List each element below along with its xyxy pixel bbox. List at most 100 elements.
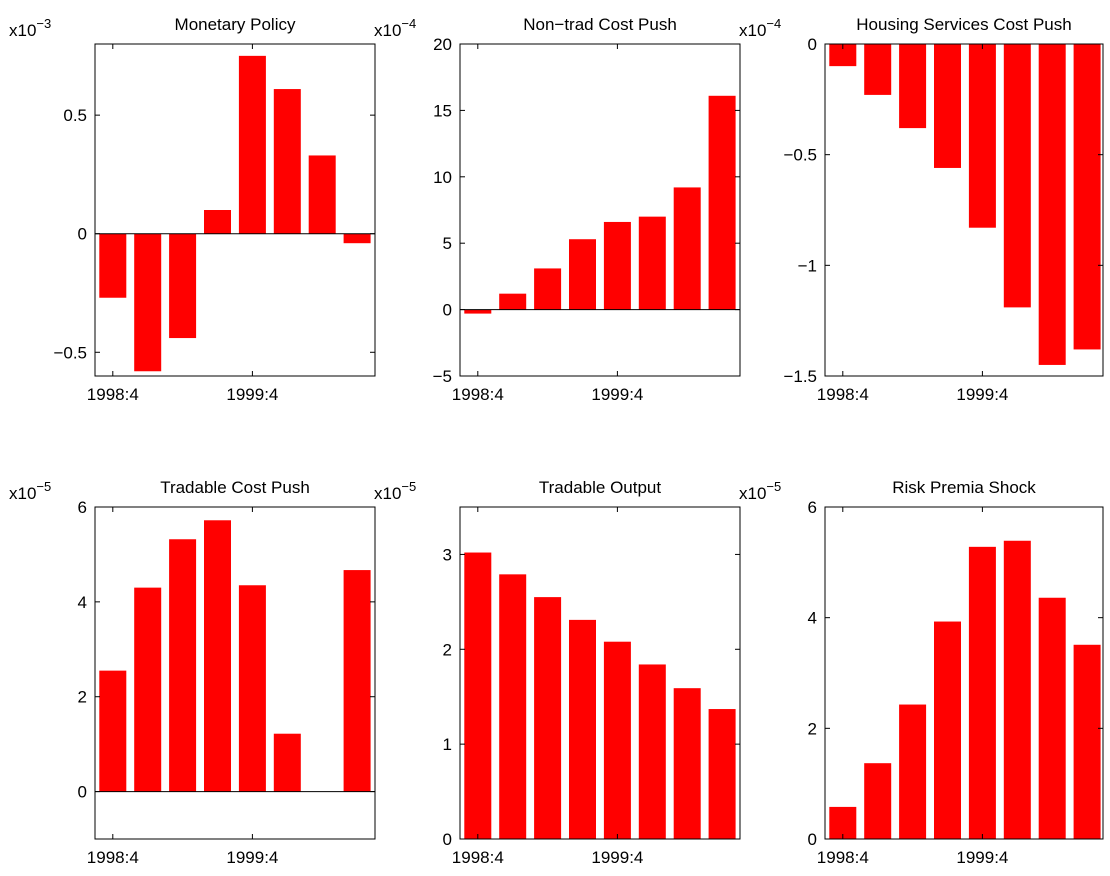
bar-1999-2 [169,539,197,792]
ytick-label: 2 [808,719,817,738]
plot-frame [459,506,741,840]
bar-1998-4 [464,552,492,839]
plot-frame [459,43,741,377]
ytick-label: −0.5 [53,343,87,362]
axis-multiplier: x10−5 [374,479,416,503]
axis-multiplier: x10−5 [9,479,51,503]
bar-1999-1 [499,293,527,310]
bar-2000-3 [343,570,371,792]
bar-1999-4 [238,55,266,234]
ytick-label: 0.5 [63,106,87,125]
bar-2000-2 [673,688,701,839]
bar-1999-3 [934,621,961,839]
plot-frame [824,506,1104,840]
bar-1999-3 [934,44,961,168]
ytick-label: 0 [443,830,452,849]
ytick-label: 0 [808,830,817,849]
bar-2000-1 [638,664,666,839]
bar-2000-1 [273,733,301,792]
bar-2000-3 [1073,644,1101,839]
ytick-label: 0 [78,783,87,802]
ytick-label: 2 [443,640,452,659]
bar-1999-1 [134,587,162,792]
bar-2000-1 [1003,44,1031,308]
plot-frame [824,43,1104,377]
ytick-label: −5 [433,367,452,386]
bar-2000-3 [343,233,371,244]
xtick-label: 1999:4 [956,848,1008,867]
bar-1999-4 [603,641,631,839]
ytick-label: 0 [443,301,452,320]
ytick-label: 1 [443,735,452,754]
bar-2000-2 [1038,597,1066,839]
chart-panel: −1.5 −1 −0.5 0 1998:4 1999:4 Housing Services … [739,15,1104,404]
ytick-label: −1.5 [783,367,817,386]
plot-frame [94,43,376,377]
bar-1998-4 [99,233,127,298]
xtick-label: 1999:4 [226,385,278,404]
axis-multiplier: x10−3 [9,16,51,40]
ytick-label: 6 [78,498,87,517]
xtick-label: 1999:4 [956,385,1008,404]
bar-2000-1 [1003,540,1031,839]
bar-1999-4 [968,546,996,839]
chart-panel: 0 1 2 3 1998:4 1999:4 Tradable Output x10−5 [374,478,741,867]
ytick-label: −1 [798,256,817,275]
ytick-label: 0 [808,35,817,54]
xtick-label: 1998:4 [817,848,869,867]
xtick-label: 1998:4 [452,385,504,404]
bar-2000-3 [708,709,736,839]
bar-2000-2 [1038,44,1066,365]
bar-1999-2 [169,233,197,339]
plot-frame [94,506,376,840]
ytick-label: 4 [808,609,817,628]
bar-1999-4 [238,585,266,792]
bar-2000-3 [708,95,736,310]
chart-title: Monetary Policy [175,15,296,34]
chart-title: Tradable Cost Push [160,478,310,497]
ytick-label: 3 [443,545,452,564]
ytick-label: 2 [78,688,87,707]
xtick-label: 1999:4 [591,848,643,867]
bar-2000-2 [308,155,336,234]
xtick-label: 1999:4 [591,385,643,404]
bar-1998-4 [829,806,857,839]
bar-1999-4 [968,44,996,228]
bar-1998-4 [464,309,492,314]
bar-2000-1 [638,216,666,310]
bar-1999-3 [204,520,231,792]
bar-1998-4 [99,670,127,792]
chart-title: Tradable Output [539,478,661,497]
xtick-label: 1998:4 [452,848,504,867]
bar-1999-2 [534,268,562,310]
bar-1999-1 [864,763,892,839]
xtick-label: 1998:4 [817,385,869,404]
bar-1999-1 [499,574,527,839]
ytick-label: −0.5 [783,146,817,165]
bar-1999-2 [899,704,927,839]
bar-1999-1 [864,44,892,95]
chart-panel: 0 2 4 6 1998:4 1999:4 Risk Premia Shock x10−5 [739,478,1104,867]
axis-multiplier: x10−4 [739,16,781,40]
chart-title: Housing Services Cost Push [856,15,1071,34]
xtick-label: 1998:4 [87,848,139,867]
ytick-label: 0 [78,225,87,244]
bar-2000-2 [673,187,701,310]
ytick-label: 10 [433,168,452,187]
bar-1999-3 [569,619,596,839]
bar-1999-3 [204,210,231,234]
axis-multiplier: x10−5 [739,479,781,503]
chart-title: Non−trad Cost Push [523,15,677,34]
chart-title: Risk Premia Shock [892,478,1036,497]
ytick-label: 4 [78,593,87,612]
chart-panel: −0.5 0 0.5 1998:4 1999:4 Monetary Policy x10−3 [9,15,376,404]
bar-1999-1 [134,233,162,372]
axis-multiplier: x10−4 [374,16,416,40]
ytick-label: 6 [808,498,817,517]
bar-1998-4 [829,44,857,67]
bar-1999-4 [603,221,631,310]
chart-panel: 0 2 4 6 1998:4 1999:4 Tradable Cost Push x10−5 [9,478,376,867]
chart-panel: −5 0 5 10 15 20 1998:4 1999:4 Non−trad Cost Push… [374,15,741,404]
bar-1999-2 [534,597,562,839]
